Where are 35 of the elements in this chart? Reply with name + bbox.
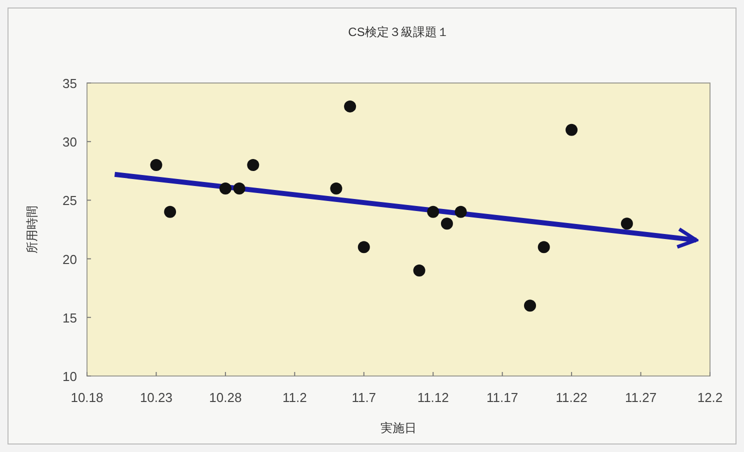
x-tick-label: 11.7 [352,390,376,405]
x-tick-label: 10.18 [70,390,104,405]
point [247,159,260,172]
y-tick-label: 20 [62,252,77,267]
y-tick-label: 10 [62,369,77,384]
x-tick-label: 11.22 [556,390,588,405]
point [150,159,162,172]
point [454,206,467,218]
point [524,300,536,312]
point [219,182,232,194]
point [358,241,370,254]
x-tick-label: 11.27 [624,390,657,405]
chart-title: CS検定３級課題１ [348,25,449,39]
x-tick-label: 10.28 [209,390,242,405]
y-tick-label: 15 [62,310,77,326]
point [620,218,633,230]
x-axis-title: 実施日 [380,421,416,435]
y-tick-label: 25 [62,193,77,208]
y-axis-title: 所用時間 [25,206,39,254]
x-tick-label: 10.23 [140,390,172,405]
x-tick-label: 11.12 [417,390,449,405]
x-tick-label: 12.2 [697,390,723,405]
point [413,264,426,277]
point [566,124,578,136]
point [427,206,440,218]
point [164,206,176,218]
point [440,218,453,230]
y-tick-label: 30 [62,134,77,150]
y-tick-label: 35 [62,76,77,91]
x-tick-label: 11.2 [282,390,307,405]
point [344,100,356,112]
point [233,182,246,194]
x-tick-label: 11.17 [486,390,518,405]
point [538,241,550,254]
point [330,182,342,194]
